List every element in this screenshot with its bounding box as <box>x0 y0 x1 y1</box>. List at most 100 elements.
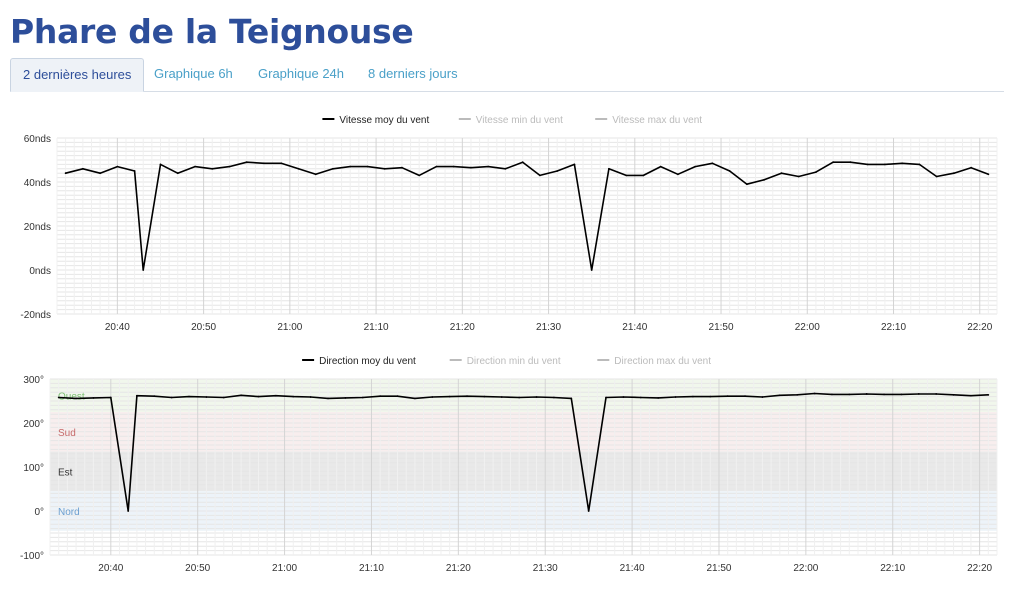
data-point <box>849 161 852 164</box>
tab-graphique-24h[interactable]: Graphique 24h <box>258 66 345 81</box>
data-point <box>883 393 885 396</box>
data-point <box>292 395 295 398</box>
x-tick-label: 22:00 <box>793 563 818 574</box>
y-tick-label: 200° <box>23 419 44 430</box>
data-point <box>952 172 955 175</box>
data-point <box>573 163 576 166</box>
data-point <box>297 167 300 170</box>
tab-8-derniers-jours[interactable]: 8 derniers jours <box>368 66 458 81</box>
data-point <box>642 174 645 177</box>
legend-item: Vitesse moy du vent <box>339 115 429 126</box>
x-tick-label: 21:10 <box>364 322 389 333</box>
data-point <box>987 173 990 176</box>
data-point <box>153 395 156 398</box>
data-point <box>608 167 610 170</box>
data-point <box>176 172 179 175</box>
data-point <box>116 165 119 168</box>
data-point <box>814 171 817 173</box>
legend-item: Direction moy du vent <box>319 356 416 367</box>
x-tick-label: 20:40 <box>98 563 123 574</box>
data-point <box>935 175 938 178</box>
data-point <box>763 178 766 181</box>
data-point <box>314 173 317 176</box>
data-point <box>194 165 196 168</box>
data-point <box>639 396 642 399</box>
data-point <box>263 162 265 165</box>
band-ouest <box>50 379 997 412</box>
data-point <box>901 162 904 165</box>
data-point <box>657 397 660 399</box>
tab-graphique-6h[interactable]: Graphique 6h <box>154 66 233 81</box>
x-tick-label: 22:20 <box>967 563 992 574</box>
data-point <box>57 396 60 399</box>
data-point <box>413 397 416 400</box>
data-point <box>970 166 973 169</box>
x-tick-label: 21:40 <box>620 563 645 574</box>
data-point <box>518 396 521 399</box>
data-point <box>556 170 559 172</box>
x-tick-label: 21:40 <box>622 322 647 333</box>
y-tick-label: 0nds <box>29 266 51 277</box>
data-point <box>780 172 783 175</box>
data-point <box>75 397 77 400</box>
y-tick-label: 300° <box>23 375 44 386</box>
wind-direction-chart: Ouest Sud Est Nord 300° 200° 100° 0° -100° 20:40 2… <box>20 356 998 574</box>
y-tick-label: 40nds <box>24 178 51 189</box>
data-point <box>327 397 329 400</box>
tab-2-dernieres-heures[interactable]: 2 dernières heures <box>10 58 145 92</box>
data-point <box>435 165 438 168</box>
data-point <box>487 165 490 168</box>
y-tick-label: 60nds <box>24 134 51 145</box>
data-point <box>257 395 260 398</box>
y-tick-label: 20nds <box>24 222 51 233</box>
data-point <box>142 269 145 271</box>
band-label-nord: Nord <box>58 507 80 518</box>
data-point <box>383 167 386 170</box>
data-point <box>539 174 541 177</box>
tab-bar: 2 dernières heures Graphique 6h Graphiqu… <box>10 58 1004 92</box>
data-point <box>64 172 67 175</box>
legend-item: Vitesse max du vent <box>612 115 702 126</box>
data-point <box>952 393 955 396</box>
data-point <box>605 396 607 399</box>
data-point <box>228 165 231 168</box>
data-point <box>935 393 938 395</box>
data-point <box>99 172 102 175</box>
data-point <box>245 161 248 164</box>
data-point <box>448 395 451 398</box>
data-point <box>746 183 748 186</box>
x-tick-label: 22:20 <box>967 322 992 333</box>
data-point <box>211 167 214 170</box>
data-point <box>535 396 538 398</box>
data-point <box>431 396 434 398</box>
data-point <box>726 395 729 398</box>
band-label-ouest: Ouest <box>58 392 85 403</box>
data-point <box>865 393 868 395</box>
y-tick-label: 100° <box>23 463 44 474</box>
data-point <box>677 173 679 176</box>
x-tick-label: 21:20 <box>450 322 475 333</box>
data-point <box>659 165 662 168</box>
x-tick-label: 22:00 <box>795 322 820 333</box>
data-point <box>127 510 130 512</box>
data-point <box>778 394 781 397</box>
data-point <box>587 510 590 512</box>
y-tick-label: -100° <box>20 551 44 562</box>
data-point <box>761 396 764 398</box>
data-point <box>674 396 677 398</box>
data-point <box>109 396 112 399</box>
y-tick-label: -20nds <box>20 310 51 321</box>
data-point <box>452 165 455 168</box>
page-title: Phare de la Teignouse <box>10 12 414 51</box>
data-point <box>797 175 800 178</box>
data-point <box>280 162 283 165</box>
x-tick-label: 21:50 <box>706 563 731 574</box>
data-point <box>590 269 593 271</box>
data-point <box>521 161 524 164</box>
data-point <box>728 170 731 172</box>
legend-item: Vitesse min du vent <box>476 115 563 126</box>
data-point <box>694 165 697 168</box>
data-point <box>170 396 173 399</box>
x-tick-label: 21:00 <box>277 322 302 333</box>
data-point <box>81 167 84 170</box>
